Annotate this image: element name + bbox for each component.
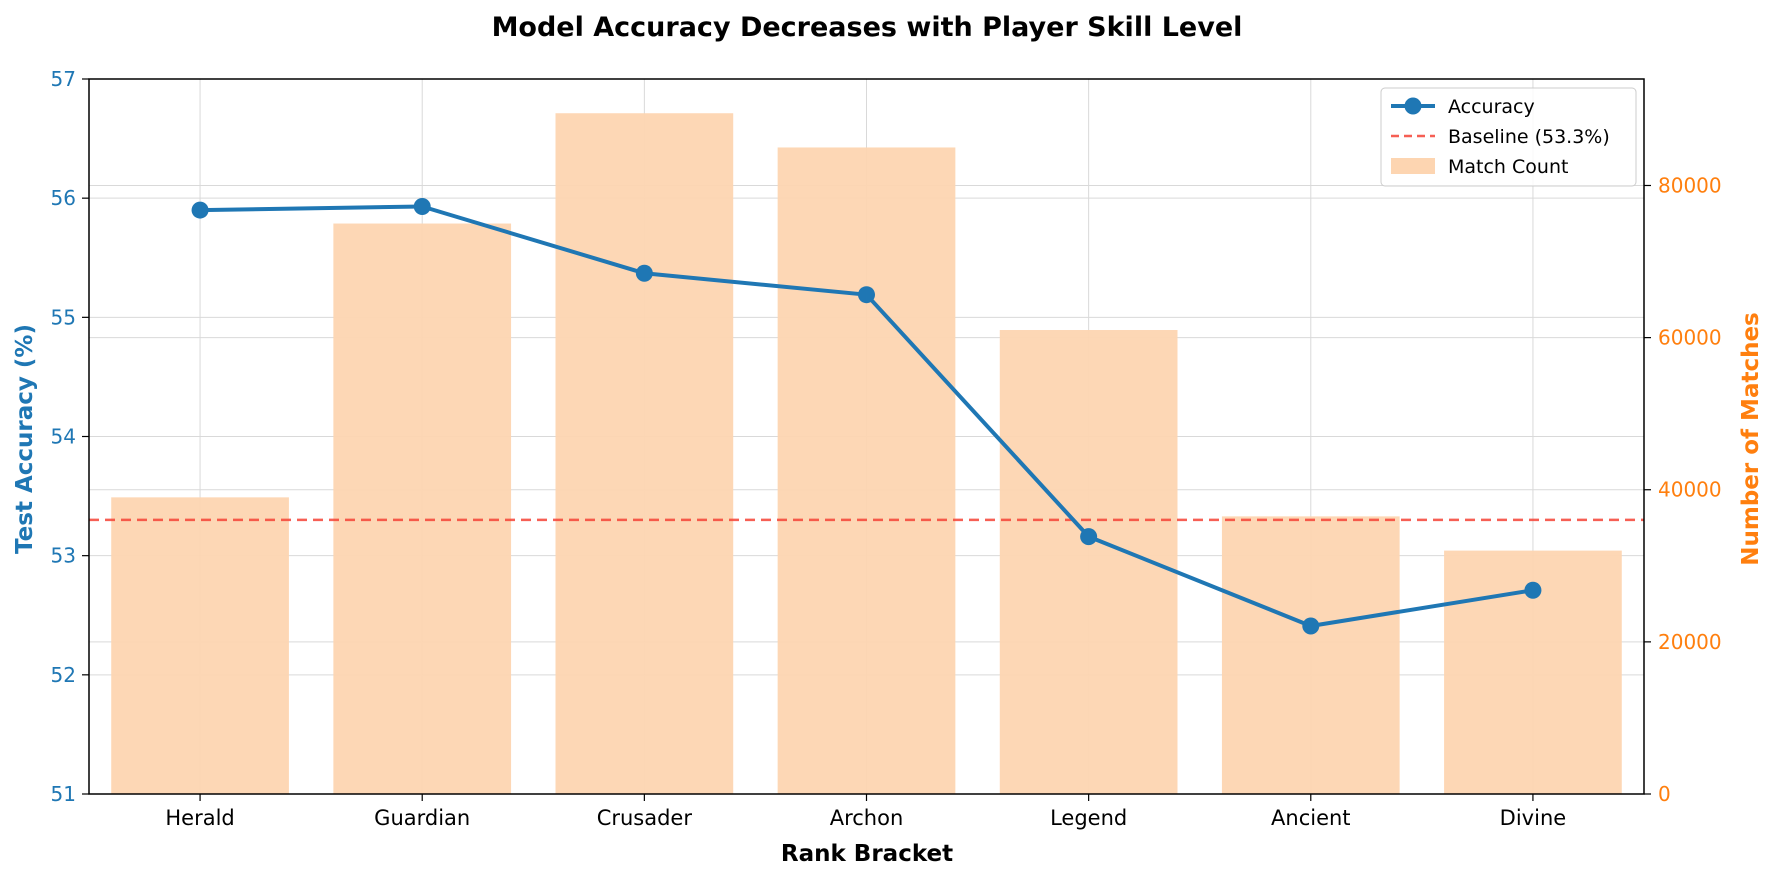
ticks: 51 52 53 54 55 56 57 0 20000 40000 60000 80000 Heral… bbox=[51, 67, 1722, 830]
bar-crusader bbox=[555, 113, 734, 795]
accuracy-line bbox=[191, 198, 1542, 635]
left-axis-label: Test Accuracy (%) bbox=[12, 324, 38, 554]
bar-ancient bbox=[1221, 516, 1400, 794]
right-tick-label: 80000 bbox=[1658, 173, 1722, 197]
chart-title: Model Accuracy Decreases with Player Ski… bbox=[492, 12, 1243, 43]
left-tick-label: 55 bbox=[51, 305, 76, 329]
bar-archon bbox=[777, 147, 956, 794]
x-tick-label: Herald bbox=[165, 806, 234, 830]
left-tick-label: 52 bbox=[51, 663, 76, 687]
x-tick-label: Crusader bbox=[597, 806, 693, 830]
accuracy-point-ancient bbox=[1302, 617, 1320, 635]
accuracy-point-crusader bbox=[635, 264, 653, 282]
right-tick-label: 20000 bbox=[1658, 630, 1722, 654]
left-tick-label: 57 bbox=[51, 67, 76, 91]
accuracy-point-guardian bbox=[413, 198, 431, 216]
bars bbox=[111, 113, 1622, 795]
left-tick-label: 56 bbox=[51, 186, 76, 210]
right-tick-label: 0 bbox=[1658, 782, 1671, 806]
left-tick-label: 53 bbox=[51, 544, 76, 568]
legend-box bbox=[1380, 87, 1637, 187]
legend-matchcount-label: Match Count bbox=[1448, 156, 1568, 178]
x-axis-label: Rank Bracket bbox=[781, 841, 953, 867]
left-tick-label: 51 bbox=[51, 782, 76, 806]
legend-matchcount-swatch bbox=[1391, 158, 1435, 174]
accuracy-point-herald bbox=[191, 201, 209, 219]
accuracy-point-legend bbox=[1080, 528, 1098, 546]
legend-accuracy-marker bbox=[1404, 97, 1422, 115]
x-tick-label: Ancient bbox=[1271, 806, 1351, 830]
right-tick-label: 40000 bbox=[1658, 478, 1722, 502]
x-tick-label: Guardian bbox=[374, 806, 470, 830]
left-tick-label: 54 bbox=[51, 425, 76, 449]
accuracy-point-divine bbox=[1524, 581, 1542, 599]
bar-guardian bbox=[333, 223, 512, 795]
x-tick-label: Legend bbox=[1050, 806, 1127, 830]
right-axis-label: Number of Matches bbox=[1738, 312, 1764, 566]
legend-baseline-label: Baseline (53.3%) bbox=[1448, 126, 1610, 148]
x-tick-label: Archon bbox=[830, 806, 904, 830]
right-tick-label: 60000 bbox=[1658, 326, 1722, 350]
x-tick-label: Divine bbox=[1500, 806, 1567, 830]
legend: Accuracy Baseline (53.3%) Match Count bbox=[1380, 87, 1637, 187]
legend-accuracy-label: Accuracy bbox=[1448, 96, 1535, 118]
bar-herald bbox=[111, 497, 289, 794]
accuracy-point-archon bbox=[858, 286, 875, 304]
